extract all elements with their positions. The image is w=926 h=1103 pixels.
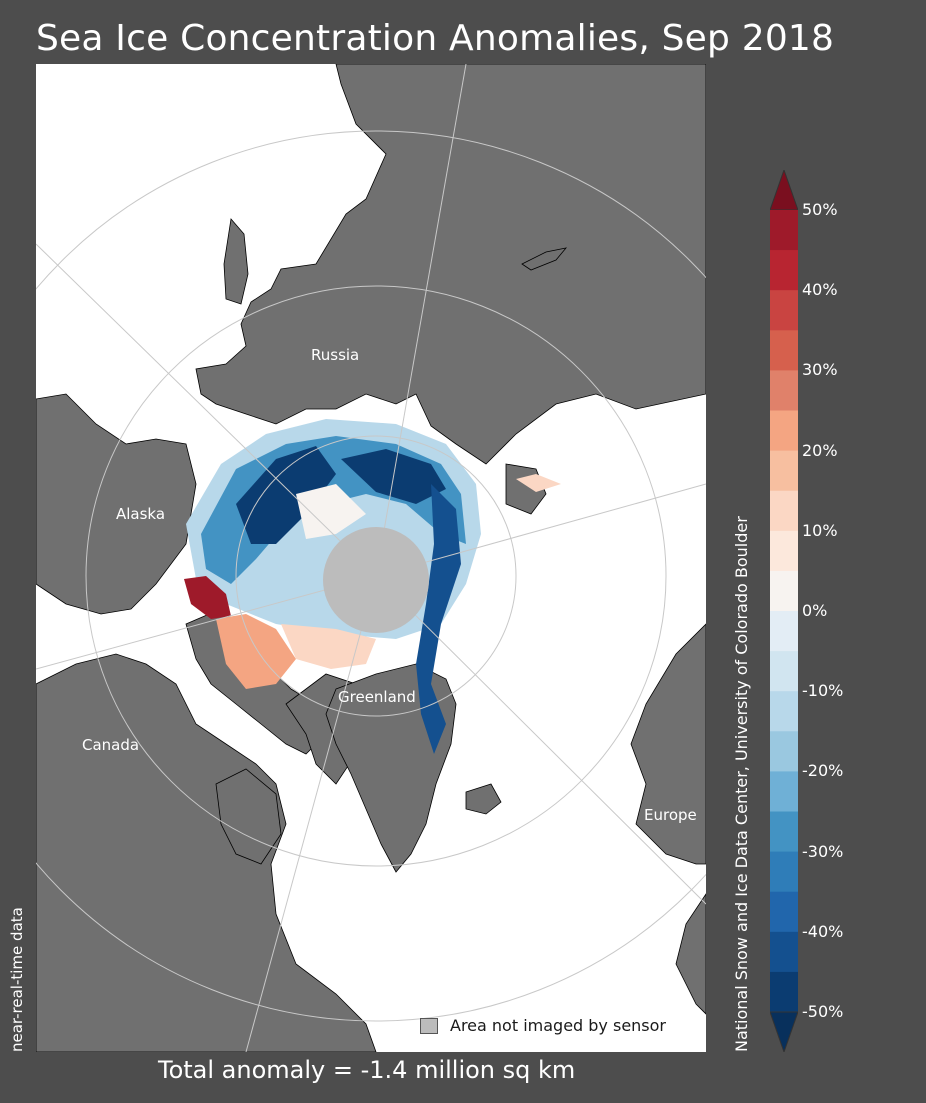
land-alaska	[36, 393, 197, 615]
anomaly-dark-blue-3	[416, 484, 461, 754]
colorbar-bin	[770, 370, 798, 411]
colorbar-extend-max	[770, 170, 798, 211]
land-iceland	[465, 783, 502, 815]
land-russia-peninsula	[223, 218, 249, 305]
colorbar-bin	[770, 771, 798, 812]
land-canada	[36, 653, 377, 1052]
land-baffin	[215, 768, 282, 865]
colorbar-bin	[770, 330, 798, 371]
colorbar-bin	[770, 811, 798, 853]
near-real-time-note: near-real-time data	[8, 907, 26, 1052]
label-greenland: Greenland	[338, 688, 416, 706]
land-europe	[630, 623, 706, 865]
colorbar-bin	[770, 250, 798, 291]
colorbar-bin	[770, 731, 798, 772]
colorbar-tick-label: -50%	[802, 1002, 844, 1021]
colorbar-bin	[770, 691, 798, 732]
colorbar-bin	[770, 530, 798, 572]
land-russia	[195, 64, 706, 465]
label-europe: Europe	[644, 806, 697, 824]
colorbar-bin	[770, 570, 798, 612]
legend-not-imaged: Area not imaged by sensor	[420, 1016, 666, 1035]
colorbar-extend-min	[770, 1011, 798, 1052]
colorbar-bin	[770, 971, 798, 1013]
label-russia: Russia	[311, 346, 360, 364]
colorbar-tick-label: -30%	[802, 841, 844, 861]
pole-hole	[323, 527, 429, 633]
colorbar-tick-label: 30%	[802, 360, 838, 380]
colorbar-tick-label: 10%	[802, 520, 838, 540]
anomaly-pale-red	[516, 474, 561, 492]
colorbar-bin	[770, 290, 798, 331]
land-island-1	[521, 247, 568, 271]
colorbar-bin	[770, 450, 798, 492]
colorbar-tick-label: -40%	[802, 921, 844, 941]
colorbar-bin	[770, 611, 798, 652]
colorbar-tick-label: 0%	[802, 601, 828, 620]
colorbar-bin	[770, 931, 798, 973]
colorbar-bin	[770, 410, 798, 452]
colorbar	[770, 170, 798, 1052]
colorbar-bin	[770, 891, 798, 933]
anomaly-dark-blue-1	[236, 446, 336, 544]
colorbar-tick-label: 20%	[802, 440, 838, 460]
land-europe-south	[675, 893, 706, 1015]
anomaly-light-red	[216, 614, 296, 689]
colorbar-bin	[770, 210, 798, 251]
credit-line: National Snow and Ice Data Center, Unive…	[732, 516, 751, 1052]
colorbar-tick-label: 40%	[802, 280, 838, 300]
colorbar-bin	[770, 851, 798, 893]
colorbar-tick-label: -10%	[802, 681, 844, 701]
colorbar-tick-label: 50%	[802, 200, 838, 219]
anomaly-dark-red	[184, 576, 231, 619]
anomaly-white-streak	[296, 484, 366, 539]
colorbar-bin	[770, 490, 798, 532]
colorbar-tick-label: -20%	[802, 761, 844, 781]
polar-stereographic-map	[36, 64, 706, 1052]
colorbar-bin	[770, 651, 798, 692]
map-title: Sea Ice Concentration Anomalies, Sep 201…	[36, 18, 835, 59]
label-alaska: Alaska	[116, 505, 166, 523]
anomaly-light-red-2	[281, 624, 376, 669]
sea-ice-anomaly-map: Russia Alaska Canada Greenland Europe Ar…	[36, 64, 706, 1052]
label-canada: Canada	[82, 736, 140, 754]
graticule	[36, 64, 706, 1052]
not-imaged-swatch	[420, 1017, 438, 1034]
not-imaged-label: Area not imaged by sensor	[450, 1016, 667, 1035]
total-anomaly: Total anomaly = -1.4 million sq km	[158, 1056, 576, 1084]
